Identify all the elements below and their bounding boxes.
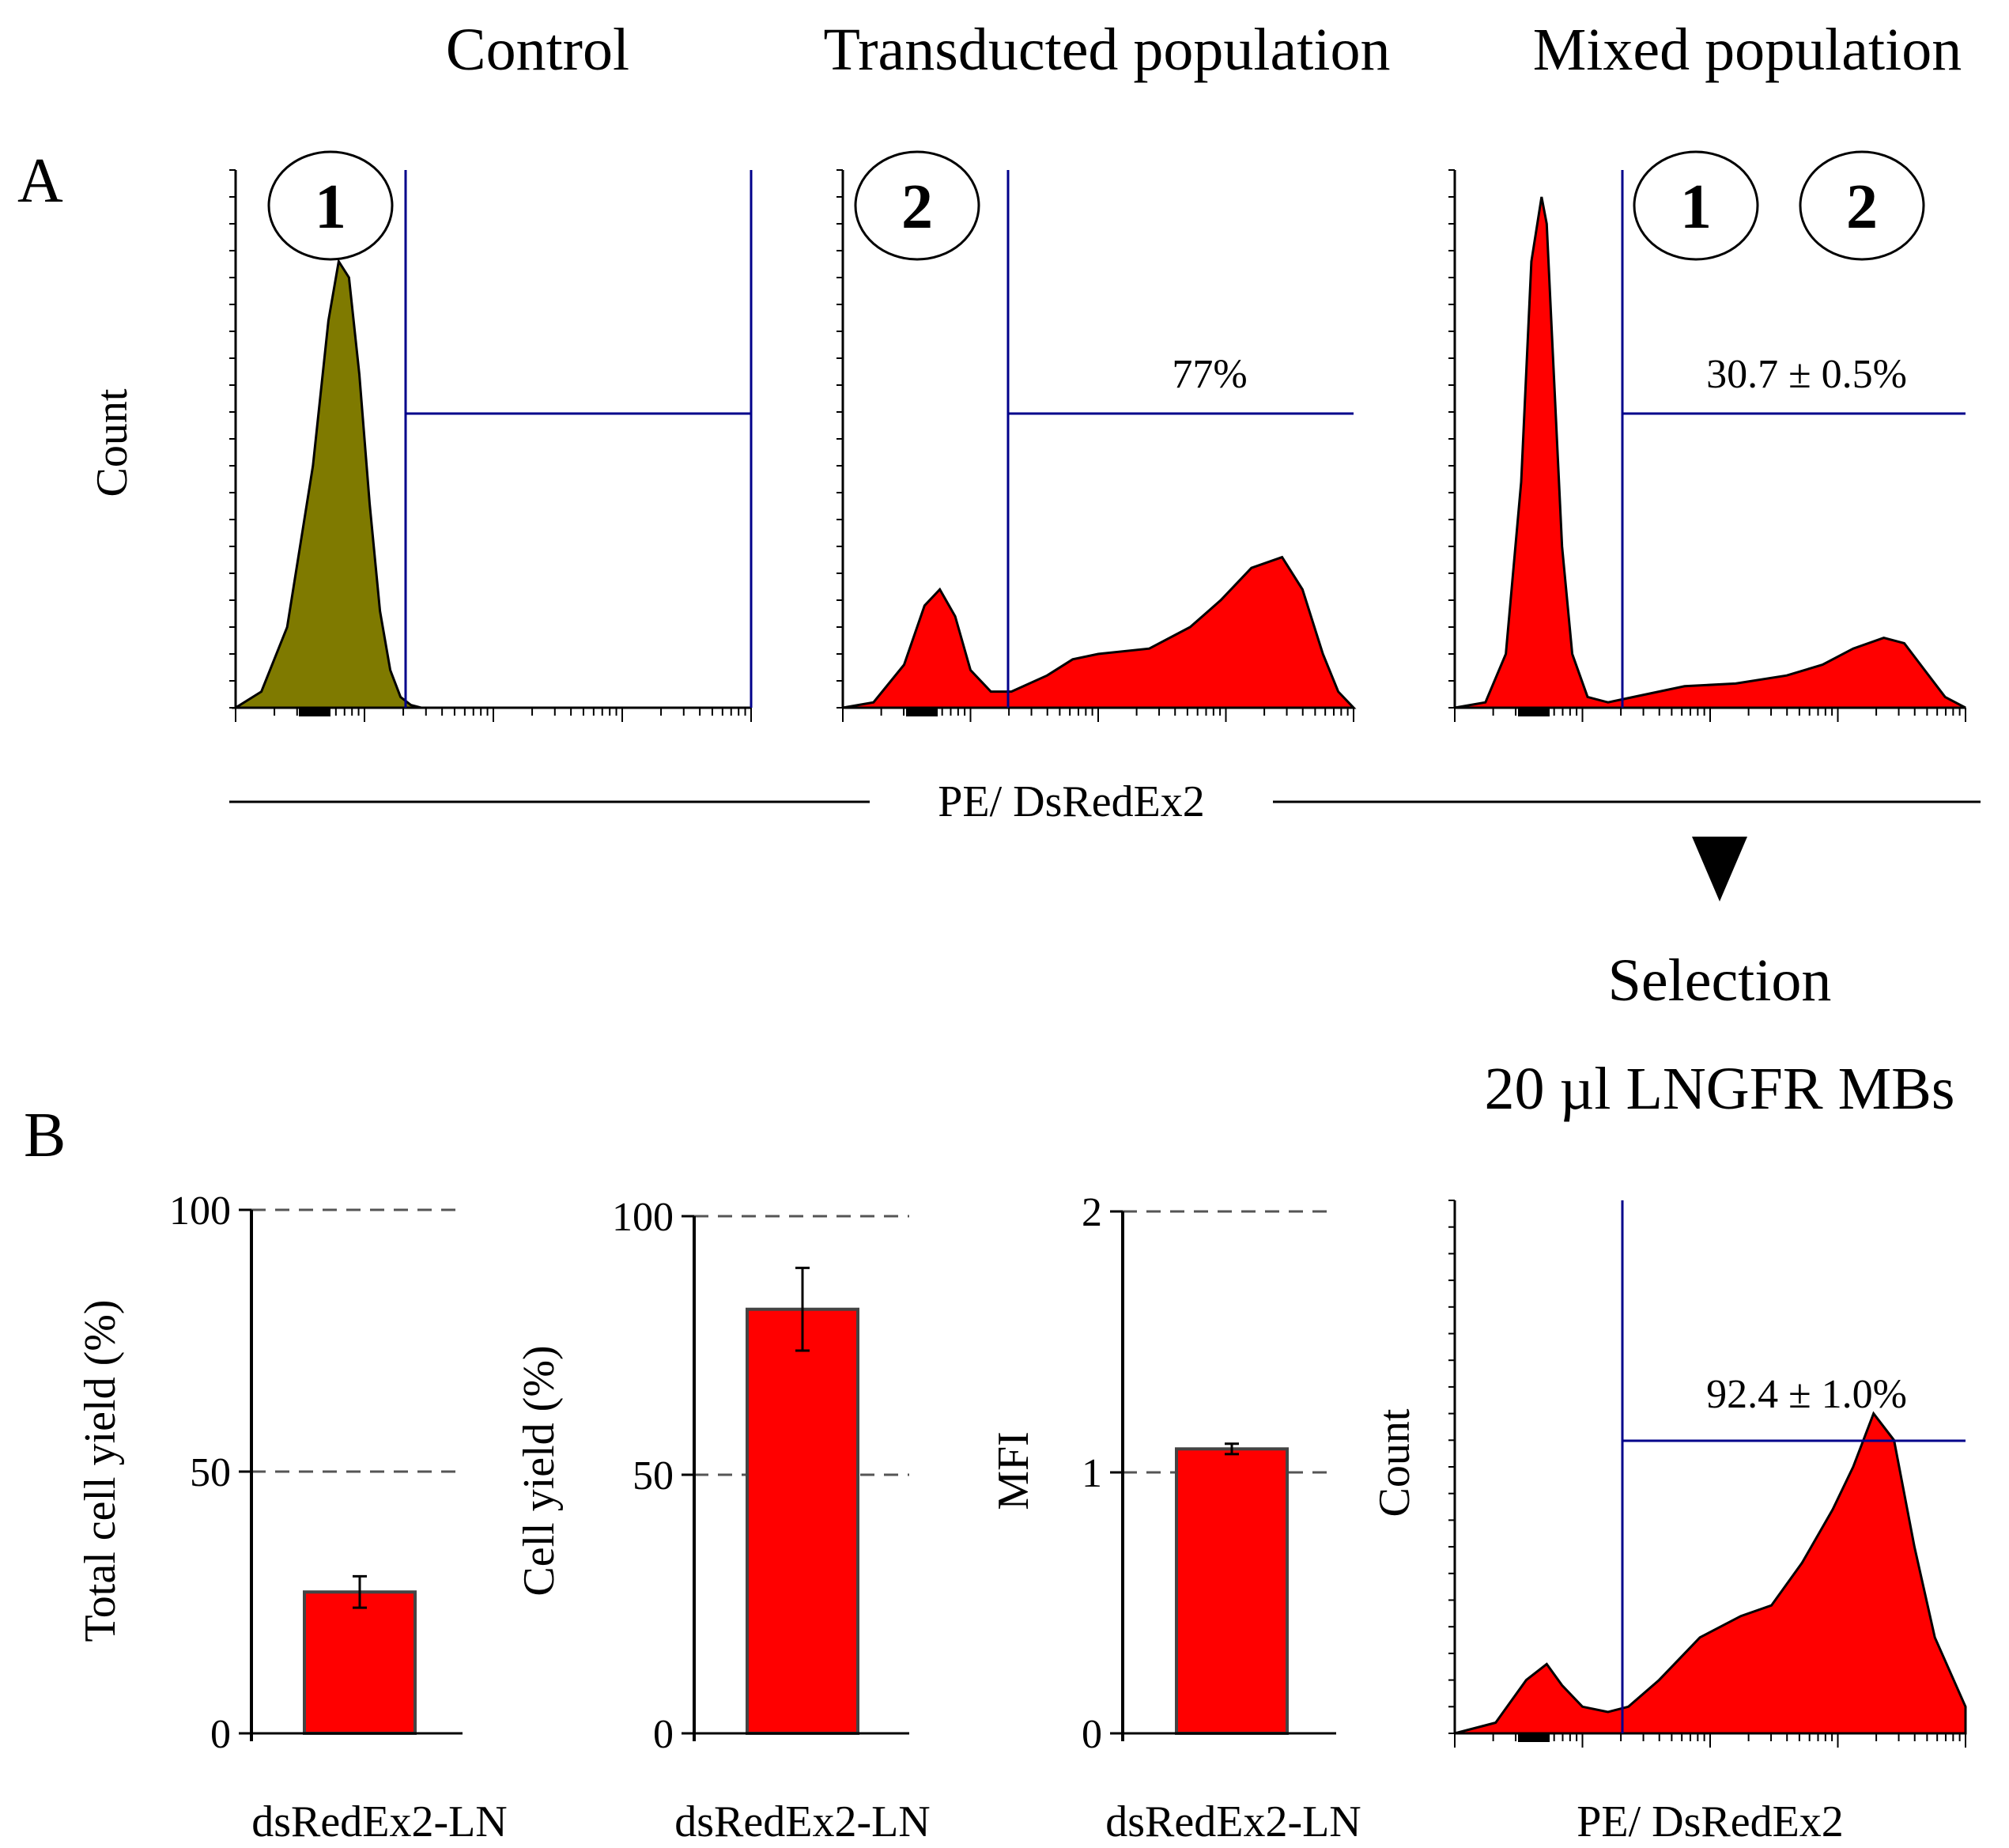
bar-chart-total-yield: 0 50 100 Total cell yield (%) dsRedEx2-LN — [76, 1189, 508, 1846]
y-axis-label: Cell yield (%) — [515, 1345, 564, 1596]
histogram-area — [231, 258, 422, 709]
histogram-selected: 92.4 ± 1.0% Count PE/ DsRedEx2 — [1370, 1200, 1967, 1846]
histogram-area — [842, 555, 1357, 709]
x-axis-marker — [1518, 709, 1550, 716]
y-tick-label: 100 — [169, 1189, 231, 1234]
histogram-mixed: 30.7 ± 0.5% 1 2 — [1448, 150, 1966, 722]
x-axis-marker — [906, 709, 938, 716]
x-axis-marker — [1518, 1734, 1550, 1742]
y-axis-label: Total cell yield (%) — [76, 1299, 125, 1642]
population-badge — [1799, 150, 1925, 261]
bar-chart-mfi: 0 1 2 MFI dsRedEx2-LN — [989, 1190, 1361, 1846]
beads-label: 20 µl LNGFR MBs — [1485, 1056, 1955, 1122]
column-title-mixed: Mixed population — [1533, 17, 1962, 83]
panel-letter-a: A — [17, 146, 63, 216]
y-axis-label: MFI — [989, 1431, 1038, 1510]
y-tick-label: 0 — [653, 1712, 674, 1757]
y-tick-label: 0 — [1082, 1712, 1102, 1757]
bar-chart-cell-yield: 0 50 100 Cell yield (%) dsRedEx2-LN — [515, 1195, 931, 1846]
y-axis-label: Count — [88, 388, 137, 497]
y-tick-label: 1 — [1082, 1451, 1102, 1496]
category-label: dsRedEx2-LN — [1105, 1797, 1361, 1846]
selection-arrow-icon — [1692, 837, 1747, 901]
bar — [1175, 1447, 1289, 1736]
column-title-control: Control — [446, 17, 629, 83]
category-label: dsRedEx2-LN — [674, 1797, 931, 1846]
population-badge — [267, 150, 394, 261]
y-axis-label: Count — [1370, 1408, 1419, 1517]
column-title-transduced: Transducted population — [823, 17, 1390, 83]
gate-percentage-label: 77% — [1172, 352, 1247, 397]
population-badge — [1633, 150, 1759, 261]
population-badge-number: 2 — [901, 172, 933, 242]
gate-percentage-label: 92.4 ± 1.0% — [1706, 1372, 1907, 1417]
y-tick-label: 100 — [612, 1195, 674, 1240]
gate-percentage-label: 30.7 ± 0.5% — [1706, 352, 1907, 397]
panel-letter-b: B — [24, 1101, 66, 1170]
x-axis-marker — [299, 709, 330, 716]
histogram-control: 1 Count — [88, 150, 753, 722]
x-axis-label: PE/ DsRedEx2 — [1577, 1797, 1844, 1846]
y-tick-label: 50 — [633, 1453, 674, 1498]
y-tick-label: 0 — [210, 1712, 231, 1757]
shared-xlabel: PE/ DsRedEx2 — [938, 777, 1205, 826]
y-tick-label: 50 — [190, 1450, 231, 1495]
selection-label: Selection — [1608, 947, 1832, 1014]
category-label: dsRedEx2-LN — [251, 1797, 508, 1846]
y-tick-label: 2 — [1082, 1190, 1102, 1235]
histogram-area — [1454, 1411, 1967, 1735]
population-badge-number: 1 — [315, 172, 346, 242]
histogram-area — [1454, 196, 1966, 709]
bar — [303, 1590, 417, 1736]
population-badge-number: 2 — [1846, 172, 1878, 242]
population-badge-number: 1 — [1680, 172, 1712, 242]
population-badge — [854, 150, 980, 261]
bar — [746, 1307, 859, 1735]
histogram-transduced: 77% 2 — [836, 150, 1357, 722]
